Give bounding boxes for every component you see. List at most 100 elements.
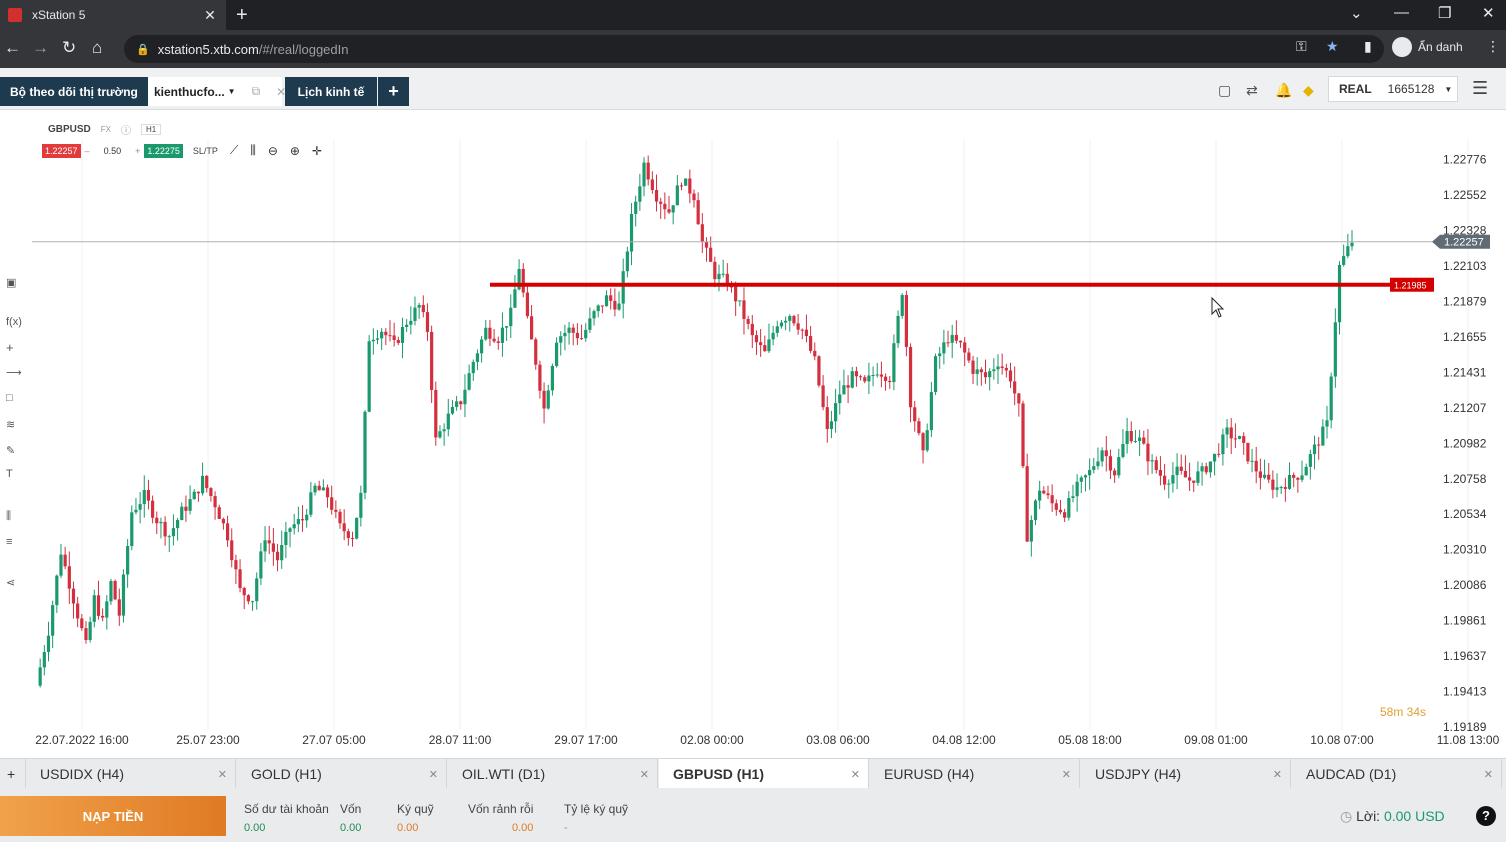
y-tick-label: 1.19637 xyxy=(1443,649,1487,663)
bell-icon[interactable]: 🔔 xyxy=(1275,82,1293,98)
rectangle-tool-icon[interactable]: □ xyxy=(6,392,13,404)
fibonacci-tool-icon[interactable]: ≋ xyxy=(6,419,16,431)
hamburger-menu-icon[interactable]: ☰ xyxy=(1472,78,1489,98)
incognito-profile[interactable]: Ẩn danh xyxy=(1392,37,1463,57)
tab-economic-calendar[interactable]: Lịch kinh tế xyxy=(285,77,377,106)
side-panel-icon[interactable]: ▮ xyxy=(1364,38,1372,54)
candle-body xyxy=(463,389,467,405)
help-button[interactable]: ? xyxy=(1476,806,1496,826)
candle-body xyxy=(209,488,213,497)
close-tab-icon[interactable]: ✕ xyxy=(217,768,227,781)
candle-body xyxy=(559,336,563,343)
add-tab-button[interactable]: + xyxy=(378,77,409,106)
horizontal-line-label: 1.21985 xyxy=(1394,281,1427,291)
tab-user-workspace[interactable]: kienthucfo... ▼ ⧉ ✕ xyxy=(148,77,286,106)
zoom-out-icon[interactable]: ⊖ xyxy=(267,143,278,158)
bookmark-star-icon[interactable]: ★ xyxy=(1326,38,1339,54)
browser-menu-icon[interactable]: ⋮ xyxy=(1486,38,1500,54)
deposit-button[interactable]: NẠP TIỀN xyxy=(0,796,226,836)
chart-type-icon[interactable]: ▣ xyxy=(6,277,17,289)
add-tab-label: + xyxy=(388,81,399,101)
chart-panel[interactable]: 1.22776 1.22552 1.22328 1.22103 1.21879 1.216… xyxy=(0,110,1506,758)
forward-icon[interactable]: → xyxy=(32,38,49,57)
close-tab-icon[interactable]: ✕ xyxy=(1061,768,1071,781)
back-icon[interactable]: ← xyxy=(4,38,21,57)
crosshair-icon[interactable]: ✛ xyxy=(311,143,323,158)
url-field[interactable]: 🔒 xstation5.xtb.com /#/real/loggedIn xyxy=(124,35,1384,63)
close-tab-icon[interactable]: ✕ xyxy=(639,768,649,781)
instrument-tab[interactable]: GOLD (H1) ✕ xyxy=(237,759,447,789)
instrument-tab-label: EURUSD (H4) xyxy=(884,766,975,782)
text-tool-icon[interactable]: T xyxy=(6,468,13,480)
transfer-icon[interactable]: ⇄ xyxy=(1246,82,1258,98)
balance-metric: Số dư tài khoản 0.00 xyxy=(244,802,329,834)
y-tick-label: 1.20758 xyxy=(1443,472,1487,486)
instrument-tab[interactable]: OIL.WTI (D1) ✕ xyxy=(448,759,658,789)
sltp-button[interactable]: SL/TP xyxy=(192,145,218,156)
trendline-icon[interactable]: ⟋ xyxy=(229,143,239,157)
candle-body xyxy=(946,342,950,344)
close-tab-icon[interactable]: ✕ xyxy=(204,6,216,23)
key-icon[interactable]: ⚿ xyxy=(1296,38,1307,54)
x-tick-label: 28.07 11:00 xyxy=(429,733,492,747)
pencil-tool-icon[interactable]: ✎ xyxy=(6,445,16,457)
chart-market: FX xyxy=(100,125,112,134)
candle-body xyxy=(255,578,259,602)
sell-button[interactable]: 1.22257 xyxy=(42,143,81,158)
candle-body xyxy=(230,540,234,561)
instrument-tabs-bar: + USDIDX (H4) ✕ GOLD (H1) ✕ OIL.WTI (D1) ✕ GBP… xyxy=(0,758,1506,789)
decrease-volume-button[interactable]: – xyxy=(84,145,90,156)
browser-tab[interactable]: xStation 5 ✕ xyxy=(0,0,226,30)
candle-body xyxy=(392,335,396,340)
layers-icon[interactable]: ≡ xyxy=(6,536,13,548)
tab-market-watch[interactable]: Bộ theo dõi thị trường xyxy=(0,77,148,106)
indicator-icon[interactable]: f(x) xyxy=(6,316,22,328)
close-tab-icon[interactable]: ✕ xyxy=(428,768,438,781)
close-tab-icon[interactable]: ✕ xyxy=(850,768,860,781)
tab-search-icon[interactable]: ⌄ xyxy=(1350,5,1363,22)
buy-button[interactable]: 1.22275 xyxy=(144,143,183,158)
new-tab-button[interactable]: + xyxy=(236,4,248,26)
candle-body xyxy=(883,376,888,381)
add-chart-button[interactable]: + xyxy=(0,759,26,789)
increase-volume-button[interactable]: + xyxy=(135,145,141,156)
home-icon[interactable]: ⌂ xyxy=(92,38,103,57)
reload-icon[interactable]: ↻ xyxy=(62,38,77,57)
candle-body xyxy=(105,601,109,618)
timeframe-select[interactable]: H1 xyxy=(141,124,162,135)
candle-body xyxy=(846,385,850,388)
close-tab-icon[interactable]: ✕ xyxy=(1483,768,1493,781)
info-icon[interactable]: ⓘ xyxy=(121,126,132,137)
zoom-in-icon[interactable]: ⊕ xyxy=(289,143,300,158)
candle-body xyxy=(625,251,629,272)
minimize-button[interactable]: — xyxy=(1394,4,1409,21)
y-tick-label: 1.20534 xyxy=(1443,507,1487,521)
layout-icon[interactable]: ▢ xyxy=(1218,82,1232,98)
chevron-down-icon[interactable]: ▼ xyxy=(227,87,236,96)
candlestick-icon[interactable]: ⫼ xyxy=(250,143,256,157)
popout-icon[interactable]: ⧉ xyxy=(251,84,261,98)
chart-symbol[interactable]: GBPUSD xyxy=(48,124,91,135)
volume-field[interactable]: 0.50 xyxy=(103,145,122,156)
instrument-tab[interactable]: EURUSD (H4) ✕ xyxy=(870,759,1080,789)
candle-body xyxy=(84,628,88,641)
candle-body xyxy=(525,292,530,317)
close-tab-icon[interactable]: ✕ xyxy=(276,84,287,99)
close-tab-icon[interactable]: ✕ xyxy=(1272,768,1282,781)
instrument-tab[interactable]: USDIDX (H4) ✕ xyxy=(26,759,236,789)
gem-icon[interactable]: ◆ xyxy=(1303,82,1314,98)
instrument-tab[interactable]: AUDCAD (D1) ✕ xyxy=(1292,759,1502,789)
app-top-bar: Bộ theo dõi thị trường kienthucfo... ▼ ⧉… xyxy=(0,68,1506,110)
candles-icon[interactable]: ⫼ xyxy=(6,510,12,522)
price-chart[interactable]: 1.22776 1.22552 1.22328 1.22103 1.21879 1.216… xyxy=(0,110,1506,758)
account-selector[interactable]: REAL 1665128 ▼ xyxy=(1328,76,1458,102)
candle-body xyxy=(550,365,555,391)
share-icon[interactable]: ⋖ xyxy=(6,577,16,589)
crosshair-tool-icon[interactable]: + xyxy=(6,340,14,355)
close-window-button[interactable]: ✕ xyxy=(1482,5,1495,22)
instrument-tab[interactable]: GBPUSD (H1) ✕ xyxy=(659,759,869,789)
candle-body xyxy=(475,353,480,362)
instrument-tab[interactable]: USDJPY (H4) ✕ xyxy=(1081,759,1291,789)
line-tool-icon[interactable]: ⟶ xyxy=(6,367,22,379)
restore-button[interactable]: ❐ xyxy=(1438,5,1452,22)
